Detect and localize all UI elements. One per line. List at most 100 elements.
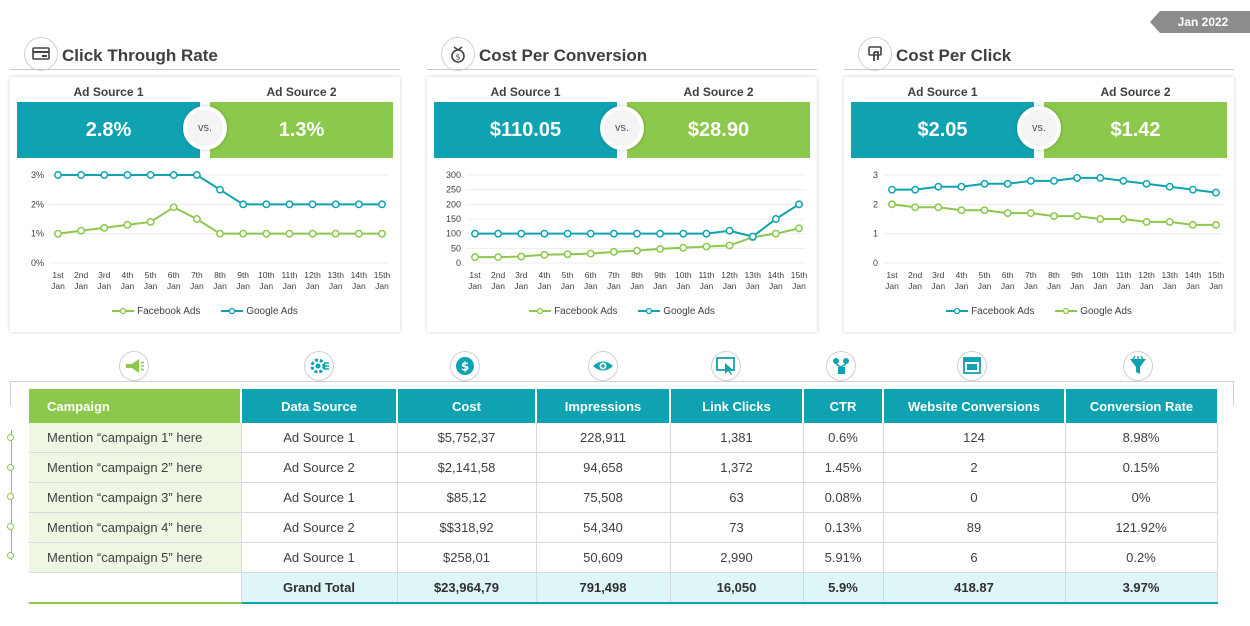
svg-text:$: $ bbox=[455, 53, 460, 62]
data-point bbox=[308, 200, 317, 209]
x-tick-label: Jan bbox=[676, 281, 690, 291]
data-point bbox=[123, 220, 132, 229]
column-header[interactable]: Link Clicks bbox=[670, 389, 804, 423]
data-point bbox=[540, 250, 549, 259]
table-cell: 0 bbox=[883, 482, 1066, 513]
table-cell: 3.97% bbox=[1065, 572, 1218, 604]
y-tick-label: 0 bbox=[873, 258, 878, 268]
x-tick-label: 8th bbox=[1048, 270, 1060, 280]
x-tick-label: 1st bbox=[886, 270, 898, 280]
column-header[interactable]: Cost bbox=[397, 389, 537, 423]
table-cell: 75,508 bbox=[536, 482, 671, 513]
table-row: Mention “campaign 1” here Ad Source 1 $5… bbox=[29, 423, 1218, 453]
data-point bbox=[1073, 173, 1082, 182]
x-tick-label: Jan bbox=[213, 281, 227, 291]
ctr-line-chart: 0%1%2%3%1stJan2ndJan3rdJan4thJan5thJan6t… bbox=[31, 170, 391, 291]
table-cell: Ad Source 1 bbox=[241, 482, 398, 513]
data-point bbox=[957, 182, 966, 191]
source1-value: $110.05 bbox=[434, 102, 617, 158]
y-tick-label: 3% bbox=[31, 170, 44, 180]
x-tick-label: 6th bbox=[1002, 270, 1014, 280]
x-tick-label: Jan bbox=[74, 281, 88, 291]
table-cell: Mention “campaign 2” here bbox=[29, 452, 242, 483]
y-tick-label: 2 bbox=[873, 199, 878, 209]
data-point bbox=[1050, 212, 1058, 221]
table-cell: Ad Source 2 bbox=[241, 452, 398, 483]
data-point bbox=[633, 229, 641, 238]
data-point bbox=[331, 229, 340, 238]
x-tick-label: 14th bbox=[768, 270, 785, 280]
x-tick-label: 11th bbox=[1115, 270, 1131, 280]
table-cell: Ad Source 1 bbox=[241, 542, 398, 573]
data-point bbox=[100, 171, 109, 179]
data-point bbox=[934, 182, 943, 191]
source2-label: Ad Source 2 bbox=[683, 85, 754, 99]
data-point bbox=[54, 229, 62, 238]
x-tick-label: Jan bbox=[1117, 281, 1131, 291]
column-header[interactable]: Website Conversions bbox=[883, 389, 1066, 423]
data-point bbox=[725, 226, 734, 235]
cpc-panel: Ad Source 1 Ad Source 2 $2.05 $1.42 vs. … bbox=[844, 77, 1234, 332]
data-point bbox=[1142, 217, 1151, 226]
data-point bbox=[1096, 173, 1105, 182]
x-tick-label: Jan bbox=[723, 281, 737, 291]
x-tick-label: Jan bbox=[1024, 281, 1038, 291]
table-cell: 8.98% bbox=[1065, 423, 1218, 453]
table-cell: $258,01 bbox=[397, 542, 537, 573]
y-tick-label: 100 bbox=[446, 229, 461, 239]
data-point bbox=[239, 229, 248, 238]
table-cell: 1,381 bbox=[670, 423, 804, 453]
x-tick-label: 15th bbox=[791, 270, 808, 280]
column-header[interactable]: Campaign bbox=[29, 389, 242, 423]
x-tick-label: 7th bbox=[191, 270, 203, 280]
x-tick-label: Jan bbox=[955, 281, 969, 291]
data-point bbox=[517, 252, 526, 261]
table-cell: 0.15% bbox=[1065, 452, 1218, 483]
timeline-dot bbox=[7, 523, 14, 530]
table-cell: 54,340 bbox=[536, 512, 671, 543]
data-point bbox=[239, 200, 248, 209]
source1-value: 2.8% bbox=[17, 102, 200, 158]
ctr-section-header: Click Through Rate bbox=[10, 37, 400, 71]
column-header[interactable]: CTR bbox=[803, 389, 884, 423]
megaphone-icon bbox=[115, 349, 155, 383]
y-tick-label: 250 bbox=[446, 185, 461, 195]
date-tag: Jan 2022 bbox=[1150, 11, 1250, 33]
x-tick-label: Jan bbox=[931, 281, 945, 291]
data-point bbox=[888, 200, 896, 209]
data-point bbox=[656, 244, 665, 253]
data-point bbox=[679, 243, 688, 252]
table-cell: $5,752,37 bbox=[397, 423, 537, 453]
funnel-icon bbox=[1119, 349, 1159, 383]
data-point bbox=[1003, 209, 1012, 218]
table-cell: 1.45% bbox=[803, 452, 884, 483]
card-payment-icon bbox=[24, 37, 58, 71]
table-cell bbox=[29, 572, 242, 604]
column-header[interactable]: Impressions bbox=[536, 389, 671, 423]
x-tick-label: 5th bbox=[145, 270, 157, 280]
column-header[interactable]: Conversion Rate bbox=[1065, 389, 1217, 423]
x-tick-label: 13th bbox=[327, 270, 344, 280]
cpconv-section-header: $ Cost Per Conversion bbox=[427, 37, 817, 71]
table-cell: 0.08% bbox=[803, 482, 884, 513]
table-cell: 2 bbox=[883, 452, 1066, 483]
table-row: Mention “campaign 3” here Ad Source 1 $8… bbox=[29, 482, 1218, 513]
data-point bbox=[771, 215, 780, 223]
x-tick-label: 8th bbox=[214, 270, 226, 280]
column-header[interactable]: Data Source bbox=[241, 389, 398, 423]
data-point bbox=[169, 203, 178, 212]
table-cell: 73 bbox=[670, 512, 804, 543]
table-cell: 1,372 bbox=[670, 452, 804, 483]
money-bag-icon: $ bbox=[441, 37, 475, 71]
x-tick-label: 3rd bbox=[515, 270, 528, 280]
table-cell: 0.2% bbox=[1065, 542, 1218, 573]
x-tick-label: 14th bbox=[351, 270, 368, 280]
x-tick-label: Jan bbox=[283, 281, 297, 291]
x-tick-label: Jan bbox=[792, 281, 806, 291]
network-icon bbox=[822, 349, 862, 383]
x-tick-label: 5th bbox=[979, 270, 991, 280]
data-point bbox=[54, 171, 62, 179]
data-point bbox=[123, 171, 132, 179]
vs-badge: vs. bbox=[600, 106, 644, 150]
x-tick-label: 12th bbox=[721, 270, 738, 280]
